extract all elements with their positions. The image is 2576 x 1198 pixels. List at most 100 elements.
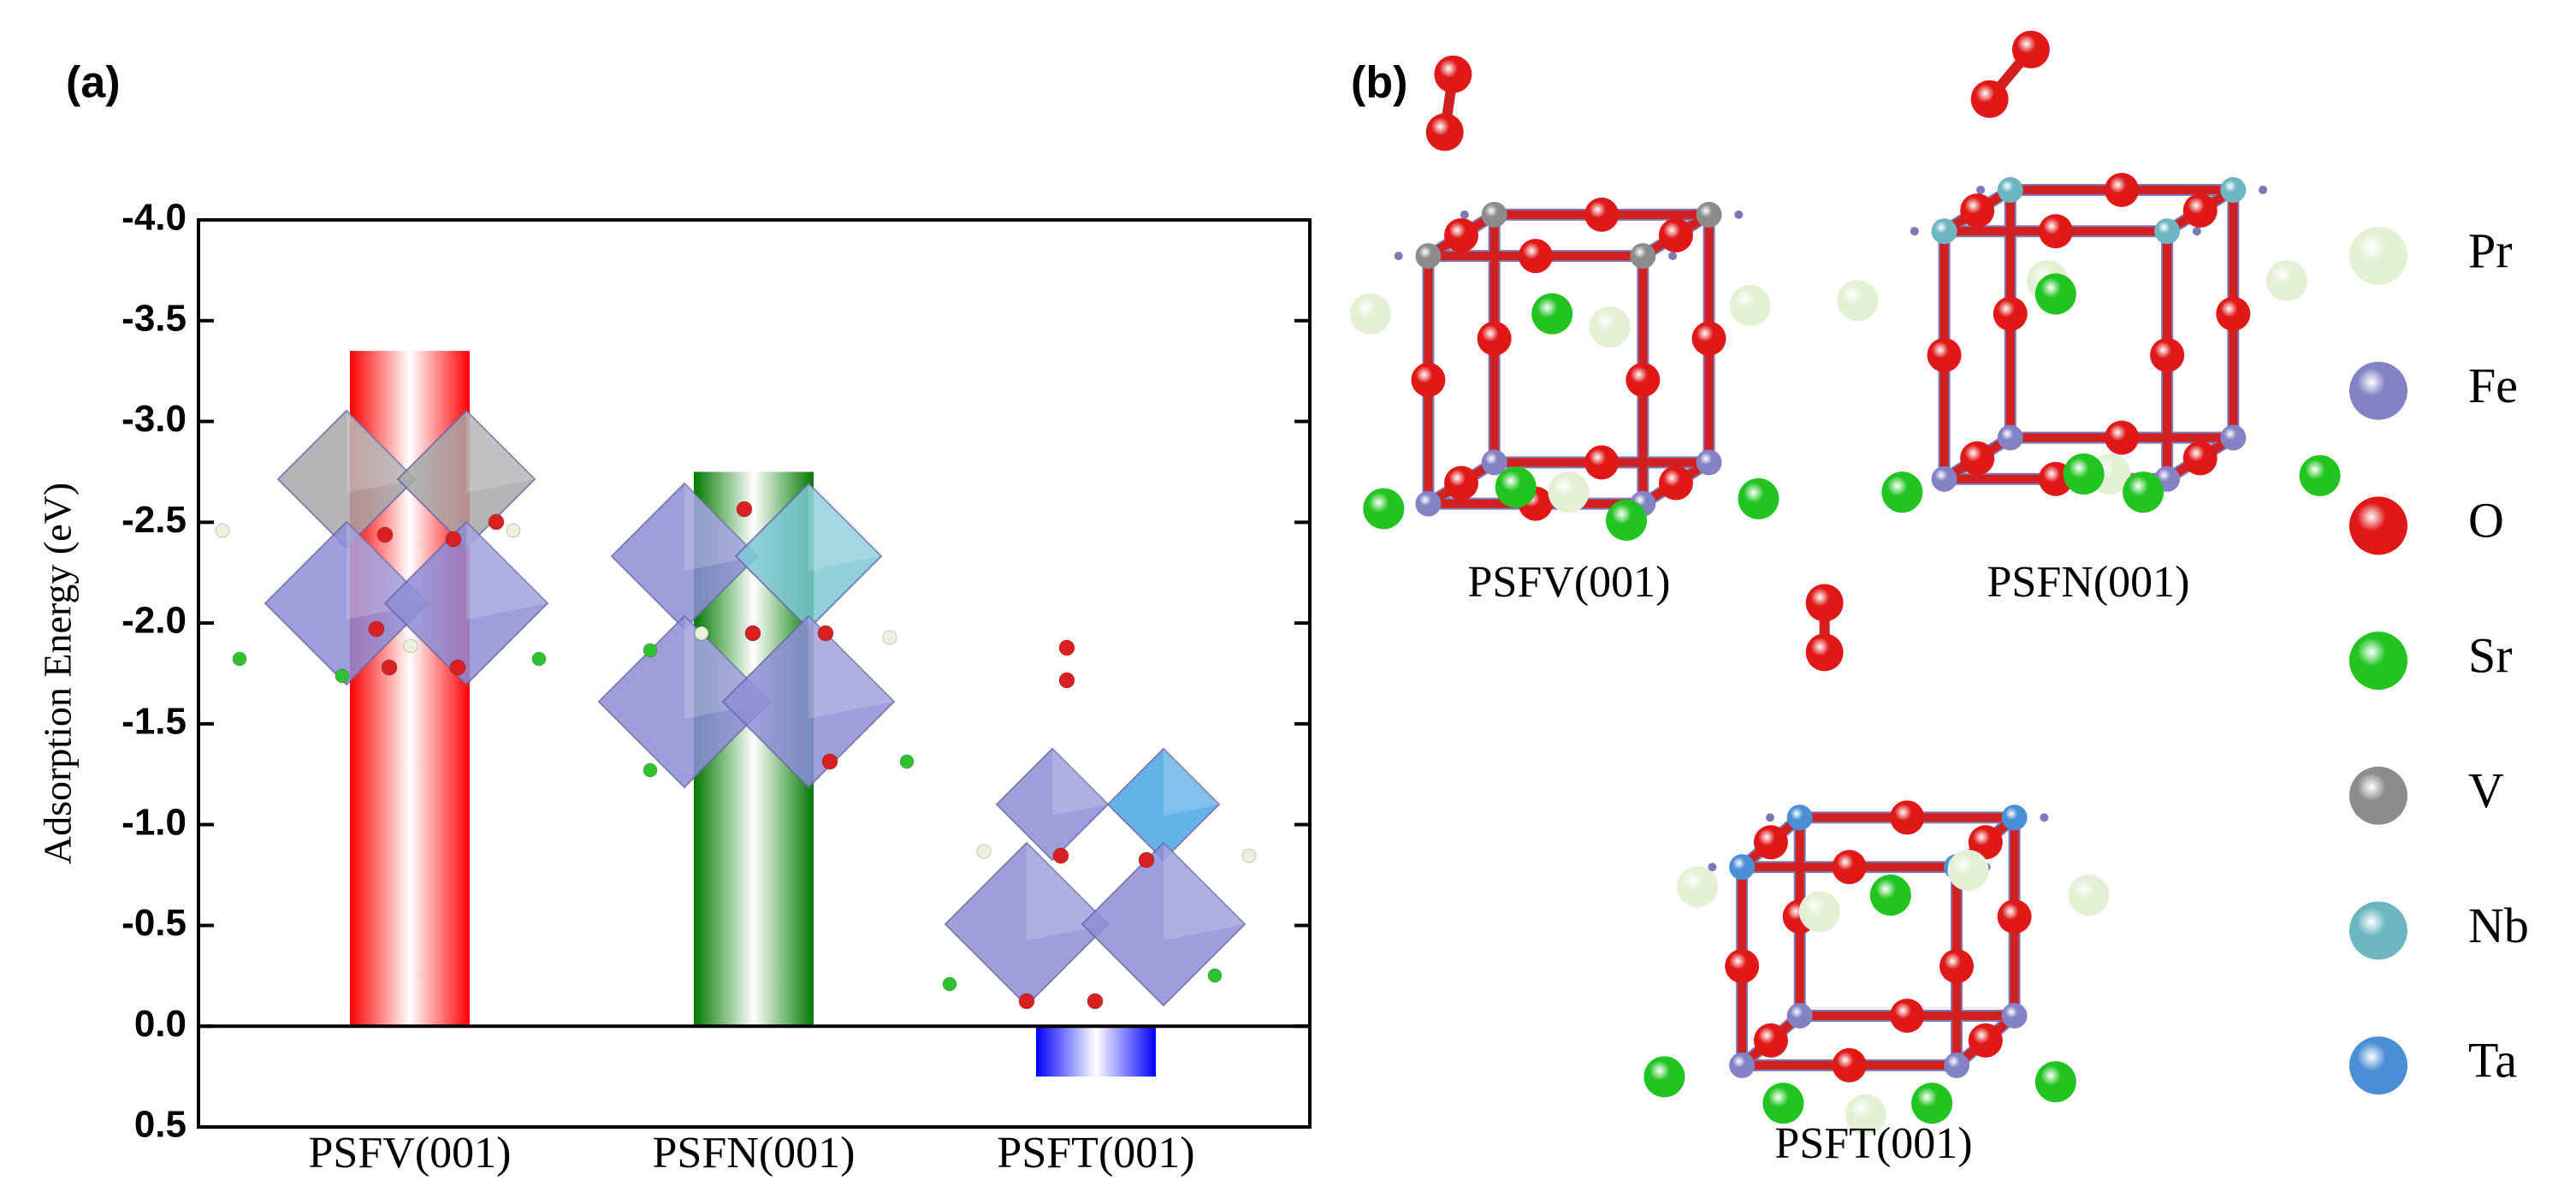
atom — [1997, 424, 2023, 451]
atom — [1415, 243, 1442, 270]
atom — [2034, 273, 2076, 315]
atom — [1052, 847, 1069, 864]
plot-frame — [197, 218, 1312, 1129]
legend-swatch — [2349, 901, 2407, 960]
atom — [1911, 1082, 1953, 1124]
polyhedron — [721, 614, 896, 789]
atom — [1434, 55, 1472, 93]
atom — [736, 501, 753, 518]
atom — [2011, 30, 2050, 68]
panel-label: (a) — [66, 58, 121, 108]
atom — [1753, 825, 1788, 860]
atom — [1444, 218, 1479, 253]
atom — [1630, 243, 1656, 270]
atom — [1138, 851, 1155, 869]
legend-swatch — [2349, 632, 2407, 691]
atom — [1997, 899, 2032, 934]
polyhedron-face — [1164, 843, 1245, 940]
atom — [1518, 239, 1553, 274]
polyhedron — [597, 614, 772, 789]
y-tick-label: -2.0 — [121, 600, 187, 642]
bar — [1036, 1026, 1156, 1077]
atom — [1939, 949, 1975, 984]
atom — [1444, 466, 1479, 501]
atom — [2220, 176, 2247, 203]
atom — [2034, 1061, 2076, 1103]
atom — [488, 513, 505, 531]
atom — [1058, 639, 1075, 656]
polyhedron — [264, 520, 429, 686]
atom — [2299, 454, 2341, 496]
atom — [1832, 1047, 1867, 1082]
atom — [643, 762, 658, 778]
atom — [2001, 1002, 2028, 1029]
atom — [1947, 850, 1989, 892]
atom — [403, 638, 418, 654]
atom — [1481, 201, 1507, 228]
legend-swatch — [2349, 1036, 2407, 1095]
atom — [1881, 471, 1923, 513]
atom — [2105, 420, 2140, 455]
atom — [1845, 1094, 1886, 1136]
legend-label: Pr — [2468, 222, 2513, 278]
atom — [1058, 672, 1075, 689]
atom — [1805, 633, 1844, 672]
atom — [2105, 172, 2140, 207]
atom — [1890, 800, 1925, 835]
polyhedron-face — [466, 522, 548, 620]
y-tick-label: -2.5 — [121, 499, 187, 541]
atom — [1626, 362, 1661, 397]
panel-label: (b) — [1351, 58, 1407, 108]
x-tick-label: PSFV(001) — [309, 1129, 512, 1177]
atom — [976, 844, 992, 859]
atom — [1481, 449, 1507, 476]
atom — [821, 753, 838, 770]
legend-swatch — [2349, 496, 2407, 555]
structure-label: PSFT(001) — [1774, 1119, 1972, 1168]
atom — [449, 659, 466, 676]
atom — [1584, 445, 1620, 480]
y-tick-label: -1.5 — [121, 701, 187, 743]
atom — [2182, 441, 2218, 476]
atom — [1548, 471, 1590, 513]
atom — [1018, 993, 1035, 1010]
atom — [1931, 218, 1957, 245]
atom — [1968, 1023, 2003, 1058]
atom — [1944, 1052, 1970, 1078]
atom — [942, 976, 957, 992]
atom — [368, 620, 385, 638]
atom — [1415, 490, 1442, 517]
legend-label: O — [2468, 493, 2504, 549]
legend-swatch — [2349, 766, 2407, 825]
atom — [376, 526, 394, 543]
y-tick-label: -4.0 — [121, 197, 187, 239]
atom — [2182, 193, 2218, 228]
atom — [1087, 993, 1104, 1010]
y-axis-label: Adsorption Energy (eV) — [36, 483, 80, 864]
legend-label: Nb — [2468, 898, 2529, 953]
atom — [1805, 584, 1844, 622]
atom — [643, 643, 658, 658]
atom — [2216, 296, 2251, 331]
atom — [1931, 466, 1957, 492]
atom — [1786, 1002, 1813, 1029]
atom — [1753, 1023, 1788, 1058]
atom — [1738, 477, 1780, 519]
atom — [1643, 1056, 1685, 1098]
atom — [2266, 260, 2308, 302]
atom — [215, 523, 230, 538]
polyhedron — [383, 520, 549, 686]
atom — [1725, 949, 1760, 984]
atom — [1970, 80, 2009, 118]
atom — [1696, 201, 1722, 228]
atom — [1798, 891, 1840, 933]
atom — [2150, 337, 2185, 372]
x-tick-label: PSFT(001) — [997, 1129, 1194, 1177]
polyhedron-face — [808, 616, 894, 719]
atom — [1477, 321, 1512, 356]
y-tick-label: 0.5 — [134, 1104, 187, 1146]
atom — [2038, 214, 2073, 249]
atom — [1832, 850, 1867, 885]
atom — [1606, 499, 1648, 541]
